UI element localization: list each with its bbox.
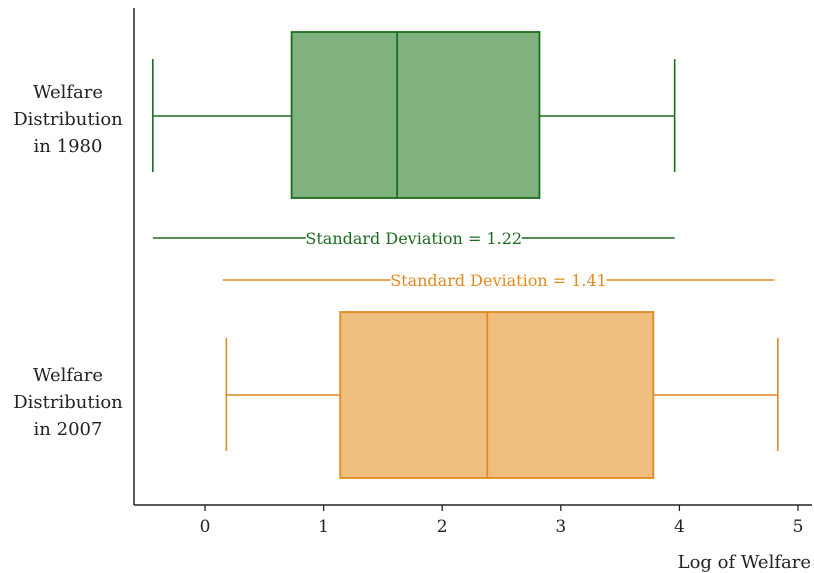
- row-label-line: in 1980: [34, 136, 103, 157]
- x-tick-label: 2: [437, 517, 448, 537]
- box-group: Standard Deviation = 1.41: [222, 271, 779, 479]
- row-label-line: Distribution: [13, 392, 123, 413]
- x-tick-label: 5: [793, 517, 804, 537]
- row-label-line: in 2007: [34, 419, 103, 440]
- x-tick-label: 1: [318, 517, 329, 537]
- row-label: Welfare Distribution in 1980: [13, 82, 123, 157]
- x-axis-ticks: 0 1 2 3 4 5: [200, 505, 804, 537]
- x-tick-label: 4: [674, 517, 685, 537]
- row-label-line: Distribution: [13, 109, 123, 130]
- row-label: Welfare Distribution in 2007: [13, 365, 123, 440]
- sd-label: Standard Deviation = 1.22: [305, 229, 522, 248]
- x-axis-label: Log of Welfare: [678, 552, 811, 573]
- row-label-line: Welfare: [33, 365, 103, 386]
- iqr-box: [290, 31, 541, 199]
- sd-label: Standard Deviation = 1.41: [390, 271, 607, 290]
- axes: Log of Welfare: [133, 8, 812, 573]
- iqr-box: [339, 311, 655, 479]
- box-series: Standard Deviation = 1.22 Standard Deviat…: [152, 31, 779, 479]
- x-tick-label: 3: [555, 517, 566, 537]
- box-group: Standard Deviation = 1.22: [152, 31, 676, 248]
- row-labels: Welfare Distribution in 1980 Welfare Distrib…: [13, 82, 123, 440]
- row-label-line: Welfare: [33, 82, 103, 103]
- x-tick-label: 0: [200, 517, 211, 537]
